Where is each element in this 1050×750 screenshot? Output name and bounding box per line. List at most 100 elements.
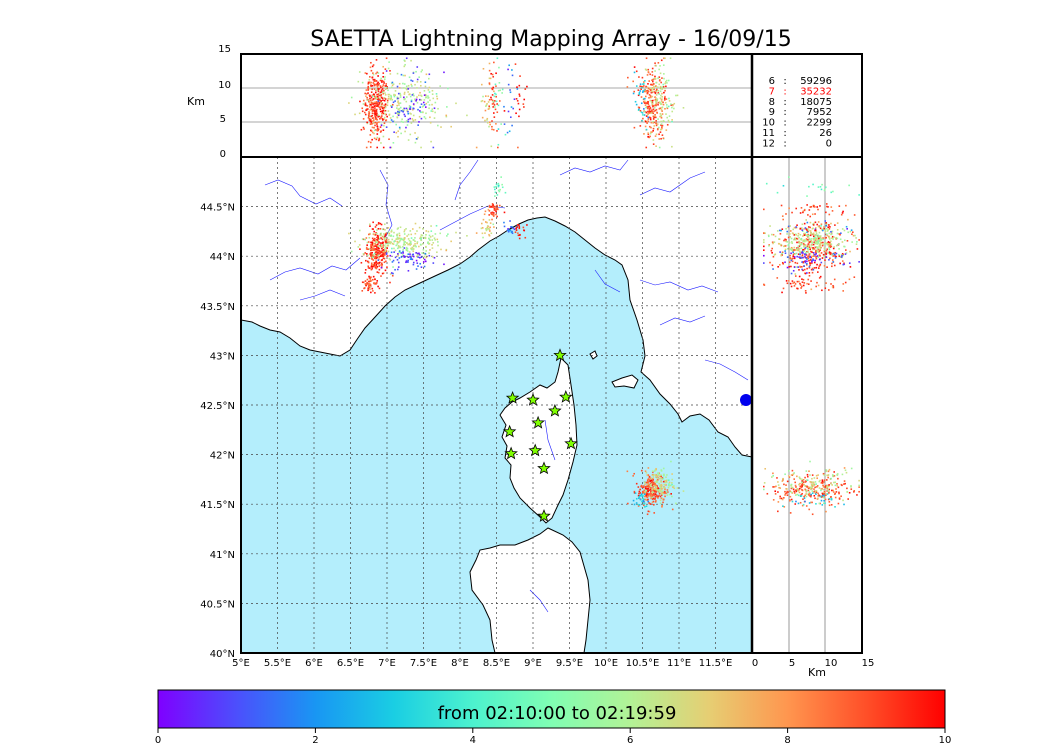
lightning-source (424, 81, 427, 84)
lightning-source (380, 96, 383, 99)
lightning-source (369, 232, 371, 235)
lightning-source (786, 233, 788, 235)
lightning-source (491, 88, 494, 91)
lightning-source (801, 480, 803, 482)
lightning-source (645, 492, 647, 494)
lightning-source (809, 259, 812, 261)
lightning-source (808, 493, 810, 495)
lightning-source (830, 191, 833, 194)
lightning-source (647, 83, 649, 85)
lightning-source (663, 91, 665, 94)
lightning-source (785, 238, 787, 241)
lightning-source (416, 262, 419, 264)
lightning-source (382, 244, 385, 246)
lightning-source (787, 236, 790, 239)
lightning-source (806, 272, 808, 274)
lightning-source (773, 254, 776, 256)
lightning-source (418, 252, 420, 255)
lightning-source (650, 101, 653, 103)
lightning-source (410, 237, 413, 239)
lightning-source (386, 240, 389, 243)
lightning-source (782, 262, 785, 265)
lightning-source (373, 282, 376, 284)
lightning-source (390, 94, 392, 97)
lightning-source (396, 238, 398, 240)
lightning-source (799, 238, 802, 240)
lightning-source (416, 230, 418, 232)
lightning-source (640, 96, 643, 98)
longitude-tick-label: 11°E (667, 658, 691, 669)
lightning-source (820, 489, 822, 492)
lightning-source (831, 237, 833, 240)
lightning-source (654, 70, 656, 72)
lightning-source (509, 116, 512, 119)
lightning-source (651, 84, 654, 86)
lightning-source (652, 99, 655, 102)
lightning-source (498, 66, 500, 69)
lightning-source (377, 139, 380, 142)
lightning-source (372, 233, 375, 235)
lightning-source (396, 240, 399, 243)
lightning-source (405, 227, 407, 230)
lightning-source (374, 238, 376, 240)
lightning-source (495, 95, 498, 98)
lightning-source (358, 112, 361, 115)
lightning-source (651, 478, 654, 480)
lightning-source (404, 243, 406, 246)
lightning-source (643, 485, 645, 487)
lightning-source (667, 484, 670, 487)
lightning-source (418, 76, 420, 78)
lightning-source (818, 502, 821, 505)
lightning-source (780, 254, 783, 257)
lightning-source (393, 120, 395, 123)
lightning-source (799, 265, 801, 268)
lightning-source (398, 82, 401, 85)
lightning-source (655, 81, 657, 84)
lightning-source (789, 257, 792, 259)
lightning-source (798, 487, 801, 490)
lightning-source (818, 480, 821, 483)
lightning-source (811, 487, 814, 489)
lightning-source (792, 253, 795, 256)
lightning-source (818, 249, 821, 251)
lightning-source (803, 249, 805, 251)
lightning-source (424, 117, 427, 120)
lightning-source (817, 251, 820, 254)
lightning-source (375, 111, 378, 113)
lightning-source (789, 495, 792, 498)
lightning-source (377, 236, 380, 239)
lightning-source (798, 269, 800, 271)
lightning-source (495, 183, 498, 186)
lightning-source (806, 251, 808, 253)
lightning-source (518, 108, 521, 111)
lightning-source (644, 95, 647, 98)
lightning-source (377, 271, 380, 274)
lightning-source (649, 135, 651, 138)
lightning-source (422, 228, 424, 230)
lightning-source (361, 110, 364, 113)
lightning-source (844, 281, 847, 284)
lightning-source (484, 95, 487, 97)
lightning-source (388, 234, 390, 237)
lightning-source (360, 128, 363, 131)
lightning-source (822, 241, 824, 244)
lightning-source (381, 106, 384, 109)
lightning-source (815, 241, 818, 244)
lightning-source (795, 489, 797, 491)
lightning-source (433, 256, 436, 259)
lightning-source (763, 283, 765, 286)
lightning-source (821, 480, 824, 483)
lightning-source (802, 240, 804, 243)
lightning-source (665, 85, 667, 88)
lightning-source (371, 99, 374, 101)
count-separator: : (783, 118, 786, 129)
lightning-source (792, 249, 795, 252)
lightning-source (794, 275, 797, 277)
lightning-source (810, 256, 812, 259)
lightning-source (808, 185, 810, 188)
lightning-source (420, 256, 423, 259)
lightning-source (373, 264, 376, 267)
lightning-source (822, 496, 825, 499)
lightning-source (496, 103, 498, 105)
lightning-source (488, 210, 491, 212)
